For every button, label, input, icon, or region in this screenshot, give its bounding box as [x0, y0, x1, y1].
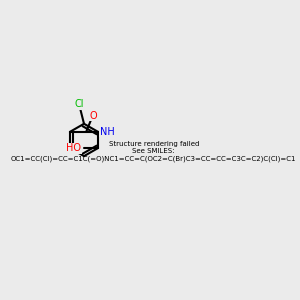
- Text: NH: NH: [100, 127, 115, 137]
- Text: HO: HO: [66, 143, 81, 153]
- Text: O: O: [89, 111, 97, 121]
- Text: Structure rendering failed
See SMILES:
OC1=CC(Cl)=CC=C1C(=O)NC1=CC=C(OC2=C(Br)C3: Structure rendering failed See SMILES: O…: [11, 141, 296, 162]
- Text: Cl: Cl: [74, 99, 84, 109]
